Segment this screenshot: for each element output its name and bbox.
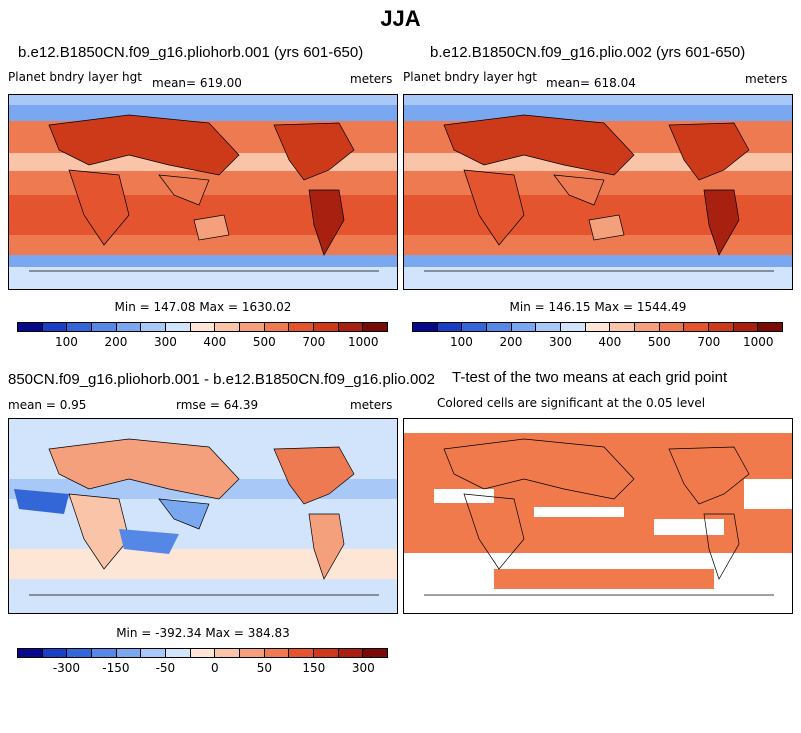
colorbar-swatch xyxy=(314,323,339,331)
colorbar-tick-label: 150 xyxy=(302,661,326,675)
colorbar-swatch xyxy=(758,323,783,331)
colorbar-tick-label: 1000 xyxy=(742,335,774,349)
colorbar-swatch xyxy=(487,323,512,331)
colorbar-swatch xyxy=(635,323,660,331)
colorbar-tick-label: 300 xyxy=(153,335,177,349)
panel3-minmax: Min = -392.34 Max = 384.83 xyxy=(116,626,290,640)
panel3-colorbar xyxy=(17,648,388,658)
colorbar-swatch xyxy=(314,649,339,657)
panel2-colorbar-ticks: 100 200 300 400 500 700 1000 xyxy=(412,335,783,349)
panel3-units: meters xyxy=(350,398,393,412)
colorbar-swatch xyxy=(437,323,463,331)
colorbar-swatch xyxy=(684,323,710,331)
colorbar-swatch xyxy=(190,323,216,331)
figure-title: JJA xyxy=(380,6,421,31)
colorbar-swatch xyxy=(289,649,315,657)
colorbar-swatch xyxy=(18,323,43,331)
colorbar-swatch xyxy=(413,323,438,331)
colorbar-swatch xyxy=(42,323,68,331)
colorbar-swatch xyxy=(42,649,68,657)
colorbar-swatch xyxy=(338,649,364,657)
colorbar-tick-label: 50 xyxy=(256,661,272,675)
panel2-mean: mean= 618.04 xyxy=(546,76,636,90)
colorbar-swatch xyxy=(511,323,537,331)
panel3-map xyxy=(8,418,398,614)
panel3-rmse: rmse = 64.39 xyxy=(176,398,259,412)
panel1-units: meters xyxy=(350,72,393,86)
colorbar-swatch xyxy=(462,323,488,331)
colorbar-swatch xyxy=(141,323,167,331)
colorbar-tick-label: 400 xyxy=(598,335,622,349)
colorbar-tick-label: -50 xyxy=(155,661,176,675)
colorbar-tick-label: 100 xyxy=(55,335,78,349)
panel2-variable: Planet bndry layer hgt xyxy=(403,70,537,84)
colorbar-swatch xyxy=(289,323,315,331)
panel1-title: b.e12.B1850CN.f09_g16.pliohorb.001 (yrs … xyxy=(18,44,364,61)
panel4-subtitle: Colored cells are significant at the 0.0… xyxy=(437,396,706,410)
panel2-colorbar xyxy=(412,322,783,332)
colorbar-swatch xyxy=(18,649,43,657)
colorbar-swatch xyxy=(733,323,759,331)
colorbar-swatch xyxy=(338,323,364,331)
panel1-mean: mean= 619.00 xyxy=(152,76,242,90)
ttest-southern-region xyxy=(494,569,714,589)
colorbar-swatch xyxy=(264,649,290,657)
colorbar-swatch xyxy=(659,323,685,331)
panel3-title: 850CN.f09_g16.pliohorb.001 - b.e12.B1850… xyxy=(8,371,435,388)
colorbar-tick-label: -150 xyxy=(102,661,130,675)
panel1-colorbar-ticks: 100 200 300 400 500 700 1000 xyxy=(17,335,388,349)
colorbar-tick-label: 200 xyxy=(499,335,523,349)
colorbar-swatch xyxy=(610,323,636,331)
colorbar-swatch xyxy=(190,649,216,657)
panel4-map xyxy=(403,418,793,614)
panel4-title: T-test of the two means at each grid poi… xyxy=(452,369,728,386)
colorbar-tick-label: 0 xyxy=(211,661,219,675)
colorbar-swatch xyxy=(709,323,734,331)
colorbar-tick-label: 1000 xyxy=(347,335,379,349)
panel2-units: meters xyxy=(745,72,788,86)
colorbar-tick-label: 300 xyxy=(351,661,375,675)
colorbar-swatch xyxy=(67,323,93,331)
colorbar-tick-label: 700 xyxy=(697,335,721,349)
panel1-colorbar xyxy=(17,322,388,332)
colorbar-tick-label: 500 xyxy=(647,335,671,349)
colorbar-swatch xyxy=(92,323,117,331)
colorbar-tick-label: -300 xyxy=(52,661,81,675)
colorbar-swatch xyxy=(141,649,167,657)
panel1-minmax: Min = 147.08 Max = 1630.02 xyxy=(114,300,292,314)
colorbar-swatch xyxy=(67,649,93,657)
panel1-map xyxy=(8,94,398,290)
panel2-map xyxy=(403,94,793,290)
colorbar-tick-label: 700 xyxy=(302,335,326,349)
colorbar-swatch xyxy=(585,323,611,331)
colorbar-swatch xyxy=(561,323,586,331)
panel1-variable: Planet bndry layer hgt xyxy=(8,70,142,84)
colorbar-swatch xyxy=(363,323,388,331)
colorbar-swatch xyxy=(215,323,241,331)
colorbar-swatch xyxy=(92,649,117,657)
panel2-title: b.e12.B1850CN.f09_g16.plio.002 (yrs 601-… xyxy=(430,44,746,61)
colorbar-swatch xyxy=(215,649,241,657)
colorbar-tick-label: 200 xyxy=(104,335,128,349)
colorbar-tick-label: 300 xyxy=(548,335,572,349)
colorbar-swatch xyxy=(363,649,388,657)
colorbar-swatch xyxy=(240,323,265,331)
colorbar-tick-label: 100 xyxy=(450,335,473,349)
colorbar-swatch xyxy=(166,323,191,331)
panel2-minmax: Min = 146.15 Max = 1544.49 xyxy=(509,300,687,314)
panel3-mean: mean = 0.95 xyxy=(8,398,87,412)
colorbar-swatch xyxy=(240,649,265,657)
colorbar-tick-label: 400 xyxy=(203,335,227,349)
colorbar-swatch xyxy=(116,649,142,657)
colorbar-tick-label: 500 xyxy=(252,335,276,349)
colorbar-swatch xyxy=(116,323,142,331)
colorbar-swatch xyxy=(264,323,290,331)
panel3-colorbar-ticks: -300 -150 -50 0 50 150 300 xyxy=(17,661,388,675)
colorbar-swatch xyxy=(536,323,562,331)
colorbar-swatch xyxy=(166,649,191,657)
